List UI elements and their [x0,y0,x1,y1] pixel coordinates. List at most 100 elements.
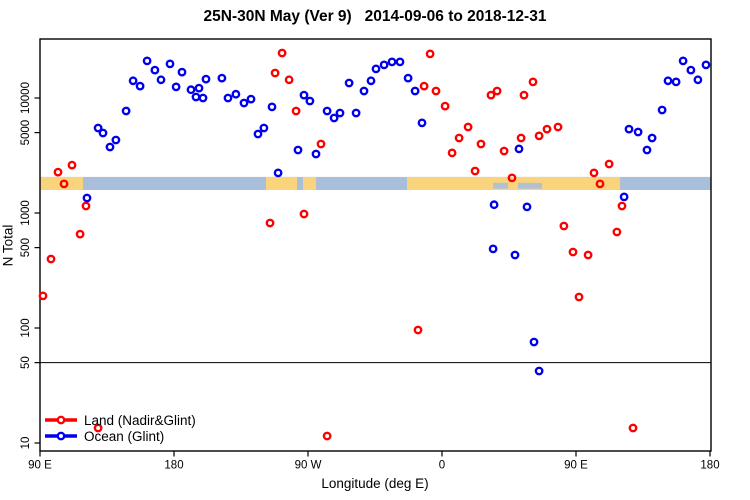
ocean-data-point [293,145,303,155]
x-tick-label: 180 [700,460,719,472]
ocean-data-point [534,366,544,376]
land-data-point [75,229,85,239]
ocean-data-point [186,85,196,95]
land-data-point [59,179,69,189]
land-data-point [519,90,529,100]
ocean-data-point [335,108,345,118]
y-tick-label: 10000 [20,82,32,114]
y-tick-label: 50 [20,356,32,369]
land-data-point [486,90,496,100]
land-data-point [299,209,309,219]
ocean-data-point [351,108,361,118]
land-data-point [425,49,435,59]
land-data-point [53,167,63,177]
ocean-inlet-segment [493,182,508,189]
ocean-data-point [395,57,405,67]
plot-border [39,38,712,452]
land-data-point [431,86,441,96]
land-series-symbol-icon [45,415,77,425]
ocean-data-point [156,75,166,85]
land-data-point [419,81,429,91]
ocean-data-point [619,192,629,202]
ocean-data-point [642,145,652,155]
ocean-data-point [217,73,227,83]
ocean-data-point [142,56,152,66]
land-data-point [265,218,275,228]
land-data-point [499,146,509,156]
ocean-data-point [150,65,160,75]
ocean-data-point [510,250,520,260]
ocean-data-point [231,89,241,99]
ocean-data-point [121,106,131,116]
ocean-data-point [246,94,256,104]
land-data-point [440,101,450,111]
ocean-inlet-segment [517,182,543,189]
ocean-data-point [379,60,389,70]
land-data-point [612,227,622,237]
land-data-point [559,221,569,231]
land-data-point [595,179,605,189]
legend-item-land: Land (Nadir&Glint) [44,412,196,428]
land-data-point [93,423,103,433]
x-axis-title: Longitude (deg E) [321,476,429,491]
ocean-data-point [529,337,539,347]
ocean-data-point [171,82,181,92]
x-tick-label: 180 [164,460,183,472]
land-data-point [67,160,77,170]
legend-label-ocean: Ocean (Glint) [84,428,165,444]
y-tick-label: 100 [20,318,32,337]
ocean-series-symbol-icon [45,431,77,441]
ocean-data-point [417,118,427,128]
land-data-point [507,173,517,183]
ocean-data-point [191,92,201,102]
land-data-point [528,77,538,87]
land-data-point [454,133,464,143]
ocean-data-point [693,75,703,85]
land-data-point [322,431,332,441]
ocean-data-point [387,57,397,67]
ocean-data-point [633,127,643,137]
ocean-data-point [329,113,339,123]
land-data-point [447,148,457,158]
ocean-data-point [311,149,321,159]
y-axis-title: N Total [0,224,16,267]
ocean-data-point [522,202,532,212]
land-data-point [81,201,91,211]
land-data-point [574,292,584,302]
land-data-point [604,159,614,169]
y-tick-label: 1000 [20,200,32,226]
land-data-point [542,124,552,134]
ocean-data-point [366,76,376,86]
ocean-data-point [305,96,315,106]
ocean-data-point [165,59,175,69]
ocean-data-point [273,168,283,178]
land-data-point [277,48,287,58]
ocean-data-point [671,77,681,87]
land-data-point [463,122,473,132]
ocean-data-point [198,93,208,103]
ocean-data-point [105,142,115,152]
ocean-data-point [663,76,673,86]
ocean-data-point [701,60,711,70]
land-data-point [284,75,294,85]
x-tick-label: 0 [439,460,445,472]
legend: Land (Nadir&Glint) Ocean (Glint) [44,412,196,444]
land-data-point [534,131,544,141]
ocean-data-point [489,200,499,210]
y-tick-label: 500 [20,238,32,257]
ocean-data-point [514,144,524,154]
land-band-segment [407,176,621,190]
ocean-data-point [239,98,249,108]
ocean-data-point [135,81,145,91]
ocean-data-point [657,105,667,115]
x-tick-label: 90 E [564,460,588,472]
x-tick-label: 90 E [28,460,52,472]
ocean-data-point [488,244,498,254]
land-data-point [568,247,578,257]
land-data-point [492,86,502,96]
x-tick-label: 90 W [295,460,322,472]
legend-item-ocean: Ocean (Glint) [44,428,196,444]
land-data-point [589,168,599,178]
ocean-data-point [194,83,204,93]
